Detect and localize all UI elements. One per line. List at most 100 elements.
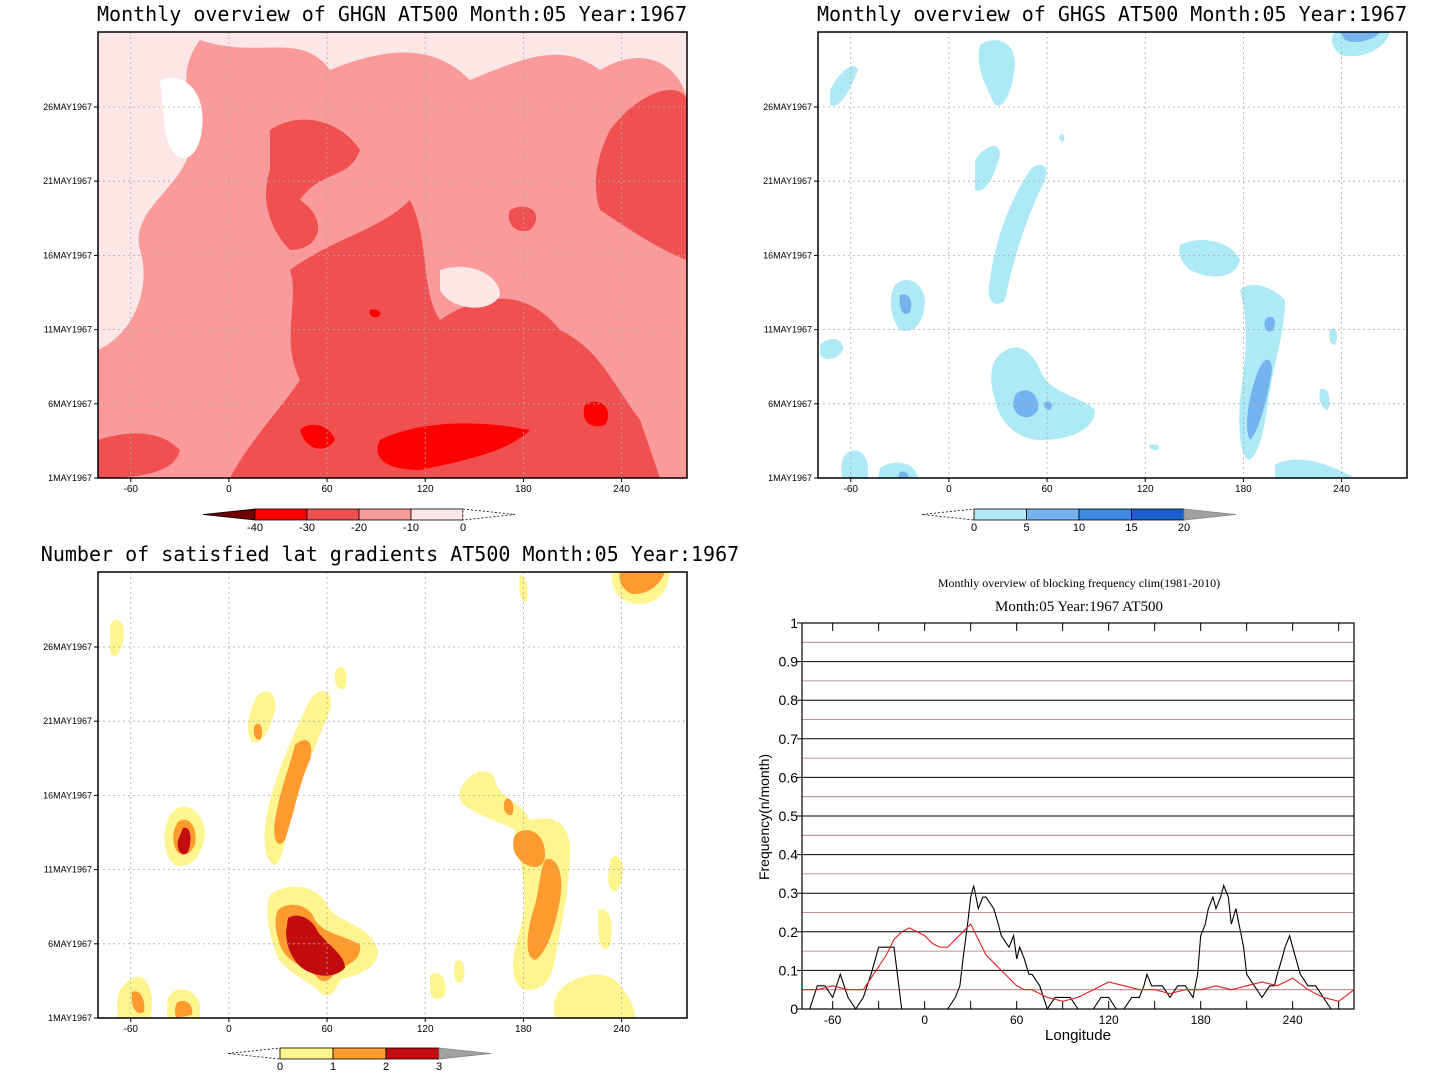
y-tick-label: 0.6 bbox=[779, 769, 799, 785]
colorbar-box bbox=[254, 508, 308, 521]
ghgs-map: 1MAY1967 6MAY1967 11MAY1967 16MAY1967 21MAY1… bbox=[763, 31, 1408, 534]
x-tick-label: 60 bbox=[1041, 484, 1053, 495]
freq-title-1: Monthly overview of blocking frequency c… bbox=[938, 576, 1220, 590]
y-tick-label: 11MAY1967 bbox=[764, 325, 812, 335]
x-tick-label: -60 bbox=[843, 484, 858, 495]
y-tick-label: 1MAY1967 bbox=[48, 473, 92, 483]
x-tick-label: 240 bbox=[1283, 1013, 1303, 1027]
y-tick-label: 1MAY1967 bbox=[768, 473, 812, 483]
colorbar-box bbox=[973, 508, 1027, 521]
x-tick-label: 60 bbox=[1010, 1013, 1024, 1027]
y-tick-label: 21MAY1967 bbox=[43, 716, 92, 726]
colorbar-label: 15 bbox=[1125, 522, 1137, 534]
y-tick-label: 16MAY1967 bbox=[763, 250, 812, 260]
ghgs-contours bbox=[820, 32, 1390, 478]
colorbar-label: 5 bbox=[1023, 522, 1029, 534]
x-tick-label: 180 bbox=[1235, 484, 1252, 495]
colorbar-box bbox=[332, 1047, 387, 1060]
freq-title-2: Month:05 Year:1967 AT500 bbox=[995, 599, 1163, 615]
y-tick-label: 6MAY1967 bbox=[48, 399, 92, 409]
y-tick-label: 0.8 bbox=[779, 692, 799, 708]
x-tick-label: 240 bbox=[613, 1024, 630, 1035]
y-tick-label: 1MAY1967 bbox=[48, 1013, 92, 1023]
x-tick-label: 180 bbox=[515, 1024, 532, 1035]
y-tick-label: 11MAY1967 bbox=[44, 865, 92, 875]
colorbar-end bbox=[462, 508, 516, 521]
colorbar-label: -40 bbox=[247, 522, 263, 534]
x-tick-label: 120 bbox=[417, 1024, 434, 1035]
x-tick-label: 120 bbox=[1137, 484, 1154, 495]
colorbar-end bbox=[1183, 508, 1237, 521]
y-tick-label: 0.7 bbox=[779, 731, 799, 747]
x-tick-label: 0 bbox=[946, 484, 952, 495]
y-tick-label: 0 bbox=[790, 1001, 798, 1017]
colorbar-label: 0 bbox=[460, 522, 466, 534]
x-tick-label: 60 bbox=[321, 1024, 333, 1035]
y-tick-label: 26MAY1967 bbox=[763, 102, 812, 112]
ghgn-contours bbox=[98, 40, 687, 478]
y-tick-label: 0.2 bbox=[779, 924, 799, 940]
y-tick-label: 11MAY1967 bbox=[44, 325, 92, 335]
colorbar-box bbox=[1078, 508, 1132, 521]
colorbar-box bbox=[358, 508, 412, 521]
freq-ylabel: Frequency(n/month) bbox=[756, 754, 772, 880]
x-tick-label: 0 bbox=[921, 1013, 928, 1027]
freq-chart: Monthly overview of blocking frequency c… bbox=[756, 576, 1355, 1044]
y-tick-label: 21MAY1967 bbox=[763, 176, 812, 186]
series-line-red bbox=[802, 923, 1355, 1002]
ghgn-colorbar: -40 -30 -20 -10 0 bbox=[202, 508, 516, 534]
y-tick-label: 26MAY1967 bbox=[43, 102, 92, 112]
y-tick-label: 16MAY1967 bbox=[43, 790, 92, 800]
y-tick-label: 0.9 bbox=[779, 654, 799, 670]
y-tick-label: 6MAY1967 bbox=[768, 399, 812, 409]
y-tick-label: 0.3 bbox=[779, 885, 799, 901]
colorbar-label: 20 bbox=[1178, 522, 1190, 534]
colorbar-box bbox=[1026, 508, 1080, 521]
sat-colorbar: 0 1 2 3 bbox=[227, 1047, 492, 1073]
colorbar-end bbox=[227, 1047, 281, 1060]
colorbar-end bbox=[921, 508, 975, 521]
x-tick-label: -60 bbox=[824, 1013, 842, 1027]
y-tick-label: 0.1 bbox=[779, 962, 799, 978]
ghgn-map: 1MAY1967 6MAY1967 11MAY1967 16MAY1967 21MAY1… bbox=[43, 31, 688, 534]
sat-map: 1MAY1967 6MAY1967 11MAY1967 16MAY1967 21MAY1… bbox=[43, 571, 688, 1073]
x-tick-label: -60 bbox=[123, 484, 138, 495]
sat-contours bbox=[109, 572, 670, 1018]
colorbar-label: 0 bbox=[277, 1061, 283, 1073]
sat-title: Number of satisfied lat gradients AT500 … bbox=[40, 542, 740, 566]
colorbar-label: 0 bbox=[971, 522, 977, 534]
ghgs-title: Monthly overview of GHGS AT500 Month:05 … bbox=[817, 2, 1408, 26]
x-tick-label: 240 bbox=[1333, 484, 1350, 495]
colorbar-label: 3 bbox=[436, 1061, 442, 1073]
colorbar-box bbox=[410, 508, 464, 521]
x-tick-label: 180 bbox=[1191, 1013, 1211, 1027]
y-tick-label: 16MAY1967 bbox=[43, 250, 92, 260]
y-tick-label: 0.4 bbox=[779, 847, 799, 863]
x-tick-label: 120 bbox=[1099, 1013, 1119, 1027]
x-tick-label: 180 bbox=[515, 484, 532, 495]
x-tick-label: 0 bbox=[226, 1024, 232, 1035]
colorbar-label: 10 bbox=[1073, 522, 1085, 534]
colorbar-end bbox=[202, 508, 256, 521]
colorbar-label: -10 bbox=[403, 522, 419, 534]
x-tick-label: 240 bbox=[613, 484, 630, 495]
ghgs-colorbar: 0 5 10 15 20 bbox=[921, 508, 1237, 534]
x-tick-label: 120 bbox=[417, 484, 434, 495]
colorbar-box bbox=[306, 508, 360, 521]
x-tick-label: 0 bbox=[226, 484, 232, 495]
colorbar-label: -30 bbox=[299, 522, 315, 534]
colorbar-box bbox=[385, 1047, 440, 1060]
colorbar-label: -20 bbox=[351, 522, 367, 534]
x-tick-label: -60 bbox=[123, 1024, 138, 1035]
colorbar-end bbox=[438, 1047, 492, 1060]
y-tick-label: 6MAY1967 bbox=[48, 939, 92, 949]
y-tick-label: 26MAY1967 bbox=[43, 642, 92, 652]
colorbar-box bbox=[1131, 508, 1185, 521]
x-tick-label: 60 bbox=[321, 484, 333, 495]
colorbar-box bbox=[279, 1047, 334, 1060]
y-tick-label: 21MAY1967 bbox=[43, 176, 92, 186]
y-tick-label: 1 bbox=[790, 615, 798, 631]
colorbar-label: 2 bbox=[383, 1061, 389, 1073]
ghgn-title: Monthly overview of GHGN AT500 Month:05 … bbox=[97, 2, 688, 26]
y-tick-label: 0.5 bbox=[779, 808, 799, 824]
